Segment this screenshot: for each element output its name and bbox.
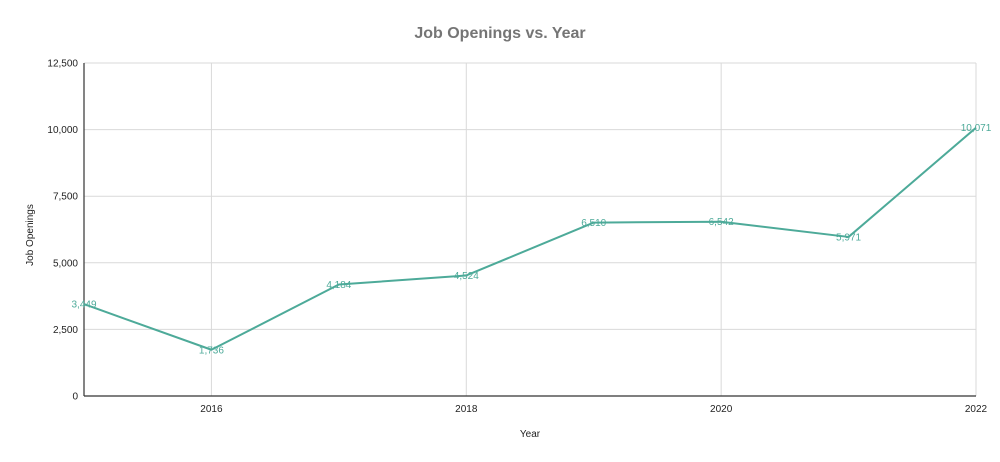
x-tick-labels: 2016 2018 2020 2022 (200, 404, 987, 415)
y-tick-label: 5,000 (53, 258, 78, 269)
y-axis-title: Job Openings (25, 204, 36, 266)
y-tick-labels: 0 2,500 5,000 7,500 10,000 12,500 (47, 59, 78, 403)
x-tick-label: 2016 (200, 404, 223, 415)
data-label: 3,449 (71, 300, 96, 311)
series-line (83, 126, 977, 351)
gridlines (84, 62, 977, 396)
x-tick-label: 2022 (965, 404, 988, 415)
axes (83, 63, 976, 397)
y-tick-label: 10,000 (47, 125, 78, 136)
data-label: 10,071 (961, 123, 992, 134)
data-labels: 3,449 1,736 4,184 4,524 6,510 6,542 5,971 10,07… (71, 123, 991, 356)
y-tick-label: 0 (72, 392, 78, 403)
data-label: 1,736 (199, 345, 224, 356)
x-axis-title: Year (520, 429, 541, 440)
y-tick-label: 12,500 (47, 59, 78, 70)
y-tick-label: 7,500 (53, 192, 78, 203)
data-label: 4,524 (454, 271, 479, 282)
x-tick-label: 2018 (455, 404, 478, 415)
x-tick-label: 2020 (710, 404, 733, 415)
chart-title: Job Openings vs. Year (414, 25, 585, 42)
y-tick-label: 2,500 (53, 325, 78, 336)
data-label: 5,971 (836, 232, 861, 243)
data-label: 6,510 (581, 218, 606, 229)
series-lines (83, 126, 977, 351)
data-label: 6,542 (709, 217, 734, 228)
data-label: 4,184 (326, 280, 351, 291)
